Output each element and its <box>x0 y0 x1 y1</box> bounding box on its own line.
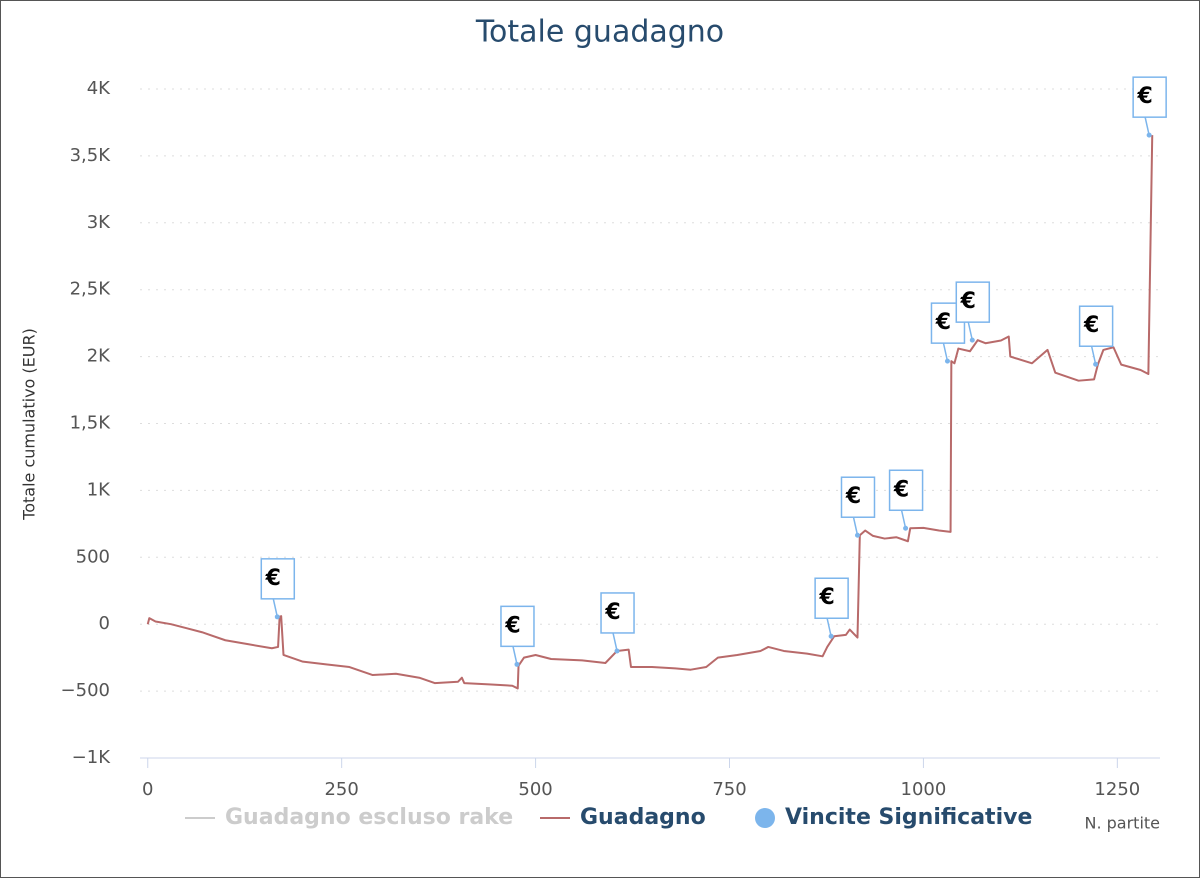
flag-label: € <box>504 613 520 638</box>
flag-label: € <box>1136 84 1152 109</box>
scatter-point <box>854 532 860 538</box>
y-tick-label: 1,5K <box>70 413 112 434</box>
flag-label: € <box>604 600 620 625</box>
scatter-point <box>944 358 950 364</box>
y-tick-label: −500 <box>61 680 110 701</box>
flag-connector <box>612 632 618 652</box>
flag-label: € <box>265 566 281 591</box>
flag-connector <box>967 321 974 341</box>
y-tick-label: −1K <box>72 747 112 768</box>
flag-box <box>840 476 876 518</box>
flag-connector <box>852 517 859 536</box>
scatter-point <box>514 661 520 667</box>
flag-box <box>600 592 635 634</box>
y-tick-label: 500 <box>76 546 110 567</box>
flag-connector <box>272 598 279 618</box>
legend-label[interactable]: Guadagno escluso rake <box>225 805 513 830</box>
flag-box <box>260 558 296 600</box>
flag-box <box>955 281 991 323</box>
flag-box <box>1078 305 1114 347</box>
flag-box <box>888 469 924 512</box>
scatter-point <box>1093 361 1099 367</box>
y-tick-label: 1K <box>87 479 111 500</box>
y-tick-label: 4K <box>87 78 111 99</box>
flag-label: € <box>1083 313 1099 338</box>
scatter-point <box>614 648 620 654</box>
legend-symbol <box>755 808 775 828</box>
flag-box <box>500 605 535 648</box>
flag-box <box>1132 76 1167 118</box>
flag-connector <box>1144 116 1150 136</box>
flag-connector <box>512 646 518 665</box>
scatter-point <box>969 337 975 343</box>
flag-label: € <box>960 289 976 314</box>
x-tick-label: 1250 <box>1094 779 1140 800</box>
y-tick-label: 2,5K <box>70 279 112 300</box>
scatter-point <box>903 525 909 531</box>
flag-label: € <box>845 484 861 509</box>
x-axis-title: N. partite <box>1084 814 1160 833</box>
x-tick-label: 1000 <box>901 779 947 800</box>
flag-connector <box>900 510 907 529</box>
flag-label: € <box>893 477 909 502</box>
line-series <box>146 135 1154 690</box>
y-tick-label: 3,5K <box>70 145 112 166</box>
scatter-point <box>1146 132 1152 138</box>
x-tick-label: 250 <box>324 779 358 800</box>
flag-box <box>814 577 849 619</box>
y-axis-title: Totale cumulativo (EUR) <box>20 328 39 521</box>
flag-connector <box>1090 346 1097 365</box>
x-tick-label: 0 <box>142 779 153 800</box>
x-tick-label: 750 <box>712 779 746 800</box>
y-tick-label: 3K <box>87 212 111 233</box>
chart-title: Totale guadagno <box>475 15 724 50</box>
flag-connector <box>826 618 832 637</box>
scatter-point <box>274 614 280 620</box>
flag-label: € <box>818 585 834 610</box>
flag-connector <box>942 342 949 362</box>
legend-label[interactable]: Guadagno <box>580 805 706 830</box>
y-tick-label: 2K <box>87 346 111 367</box>
legend-label[interactable]: Vincite Significative <box>785 805 1032 830</box>
scatter-point <box>828 633 834 639</box>
x-tick-label: 500 <box>518 779 552 800</box>
y-tick-label: 0 <box>99 613 110 634</box>
flag-label: € <box>935 310 951 335</box>
